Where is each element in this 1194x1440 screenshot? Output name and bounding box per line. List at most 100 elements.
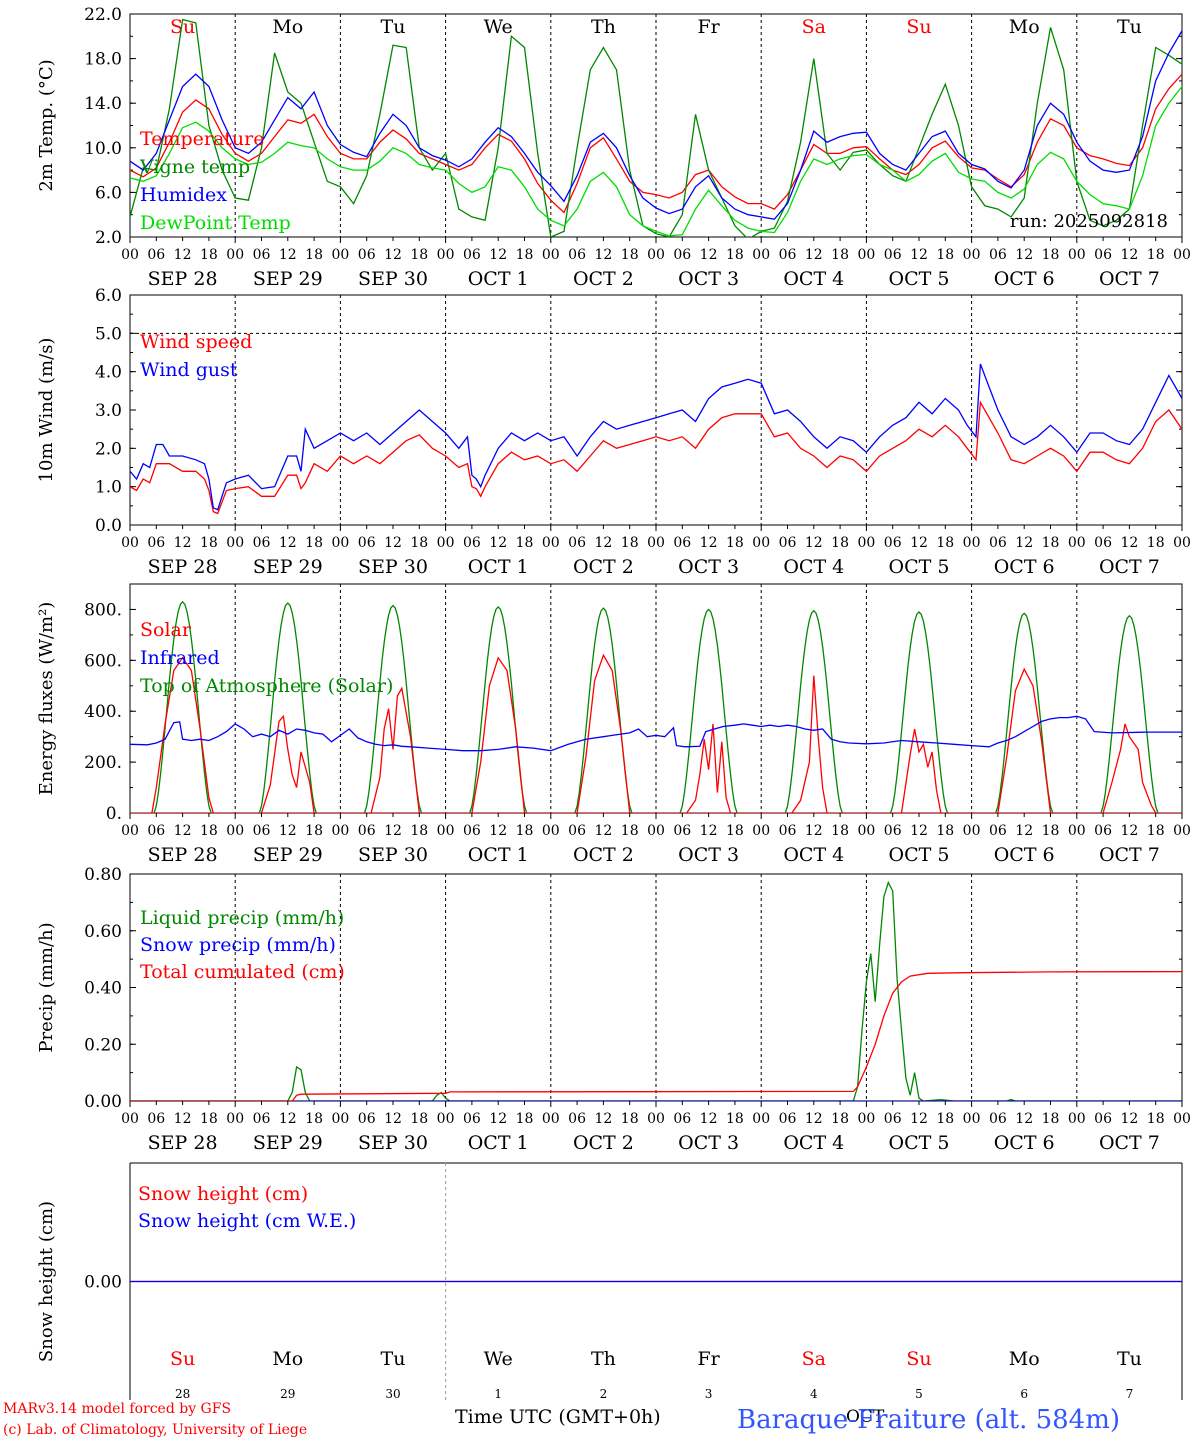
y-tick-label: 3.0	[95, 401, 122, 421]
x-date-label: OCT 2	[573, 1132, 634, 1154]
x-hour-label: 06	[568, 535, 586, 551]
x-hour-label: 06	[673, 535, 691, 551]
x-hour-label: 18	[831, 1111, 849, 1127]
x-hour-label: 06	[779, 823, 797, 839]
x-hour-label: 00	[121, 1111, 139, 1127]
x-hour-label: 00	[1173, 247, 1191, 263]
x-hour-label: 06	[463, 535, 481, 551]
x-hour-label: 06	[568, 247, 586, 263]
series-toa-day-10	[1100, 614, 1159, 813]
footer-credit-model: MARv3.14 model forced by GFS	[3, 1401, 231, 1417]
x-date-label: OCT 7	[1099, 556, 1160, 578]
x-date-label: OCT 5	[889, 556, 950, 578]
x-hour-label: 00	[1068, 1111, 1086, 1127]
x-date-label: OCT 5	[889, 268, 950, 290]
x-date-label: OCT 4	[783, 844, 844, 866]
x-hour-label: 18	[1042, 823, 1060, 839]
x-date-label: SEP 30	[358, 844, 428, 866]
x-hour-label: 18	[1042, 535, 1060, 551]
x-date-label: OCT 6	[994, 844, 1055, 866]
x-hour-label: 18	[1147, 1111, 1165, 1127]
x-hour-label: 00	[857, 535, 875, 551]
weekday-label: Su	[906, 16, 931, 38]
weekday-label: Sa	[802, 1348, 826, 1370]
x-date-label: SEP 29	[253, 844, 323, 866]
x-date-label: SEP 29	[253, 268, 323, 290]
series-solar-day-9	[997, 667, 1052, 813]
series-solar-day-4	[471, 656, 526, 813]
x-date-label: OCT 6	[994, 556, 1055, 578]
day-number-label: 4	[810, 1387, 818, 1401]
legend-total-cumulated-cm-: Total cumulated (cm)	[140, 961, 345, 983]
weekday-label: Sa	[802, 16, 826, 38]
x-date-label: OCT 7	[1099, 844, 1160, 866]
x-hour-label: 06	[884, 247, 902, 263]
day-number-label: 7	[1126, 1387, 1134, 1401]
y-axis-label: 10m Wind (m/s)	[36, 338, 57, 483]
x-hour-label: 18	[410, 823, 428, 839]
day-number-label: 6	[1020, 1387, 1028, 1401]
x-date-label: OCT 6	[994, 268, 1055, 290]
x-axis-title: Time UTC (GMT+0h)	[455, 1406, 661, 1428]
weekday-label: Mo	[272, 1348, 303, 1370]
x-hour-label: 00	[752, 247, 770, 263]
y-tick-label: 6.0	[95, 183, 122, 203]
x-date-label: OCT 5	[889, 844, 950, 866]
x-hour-label: 12	[594, 535, 612, 551]
x-date-label: OCT 4	[783, 556, 844, 578]
x-hour-label: 12	[384, 535, 402, 551]
weekday-label: Th	[591, 1348, 616, 1370]
x-date-label: SEP 30	[358, 556, 428, 578]
x-hour-label: 12	[1120, 1111, 1138, 1127]
x-hour-label: 12	[1120, 535, 1138, 551]
x-hour-label: 18	[305, 535, 323, 551]
x-hour-label: 12	[700, 823, 718, 839]
day-number-label: 5	[915, 1387, 923, 1401]
x-hour-label: 12	[700, 535, 718, 551]
series-toa-day-4	[469, 605, 528, 813]
x-hour-label: 00	[542, 247, 560, 263]
y-tick-label: 0.0	[95, 516, 122, 536]
x-hour-label: 12	[594, 247, 612, 263]
x-hour-label: 12	[489, 823, 507, 839]
x-hour-label: 00	[857, 823, 875, 839]
x-hour-label: 18	[516, 247, 534, 263]
x-hour-label: 18	[936, 247, 954, 263]
legend-snow-height-cm-w-e-: Snow height (cm W.E.)	[138, 1210, 356, 1232]
x-hour-label: 12	[279, 823, 297, 839]
x-hour-label: 12	[174, 535, 192, 551]
x-hour-label: 00	[226, 823, 244, 839]
x-hour-label: 18	[621, 535, 639, 551]
series-toa-day-5	[574, 607, 633, 813]
x-hour-label: 00	[963, 247, 981, 263]
y-tick-label: 2.0	[95, 228, 122, 248]
y-tick-label: 400.	[84, 702, 122, 722]
x-hour-label: 18	[726, 823, 744, 839]
x-hour-label: 06	[253, 247, 271, 263]
x-date-label: OCT 1	[468, 268, 529, 290]
x-hour-label: 12	[1015, 535, 1033, 551]
x-hour-label: 06	[358, 823, 376, 839]
x-hour-label: 06	[147, 823, 165, 839]
x-hour-label: 00	[647, 535, 665, 551]
y-tick-label: 18.0	[84, 50, 122, 70]
series-solar-day-3	[370, 686, 420, 813]
weekday-label: Th	[591, 16, 616, 38]
y-tick-label: 0.40	[84, 979, 122, 999]
x-date-label: OCT 4	[783, 1132, 844, 1154]
x-hour-label: 00	[1173, 535, 1191, 551]
legend-dewpoint-temp: DewPoint Temp	[140, 212, 291, 234]
x-hour-label: 18	[726, 247, 744, 263]
series-dewpoint-temp	[130, 85, 1182, 237]
x-hour-label: 00	[1173, 1111, 1191, 1127]
x-hour-label: 12	[910, 823, 928, 839]
x-hour-label: 12	[489, 535, 507, 551]
x-hour-label: 18	[831, 823, 849, 839]
x-hour-label: 12	[910, 1111, 928, 1127]
x-hour-label: 06	[253, 1111, 271, 1127]
x-hour-label: 18	[936, 823, 954, 839]
x-hour-label: 00	[437, 535, 455, 551]
x-hour-label: 18	[410, 535, 428, 551]
x-hour-label: 12	[1120, 247, 1138, 263]
x-hour-label: 06	[989, 823, 1007, 839]
